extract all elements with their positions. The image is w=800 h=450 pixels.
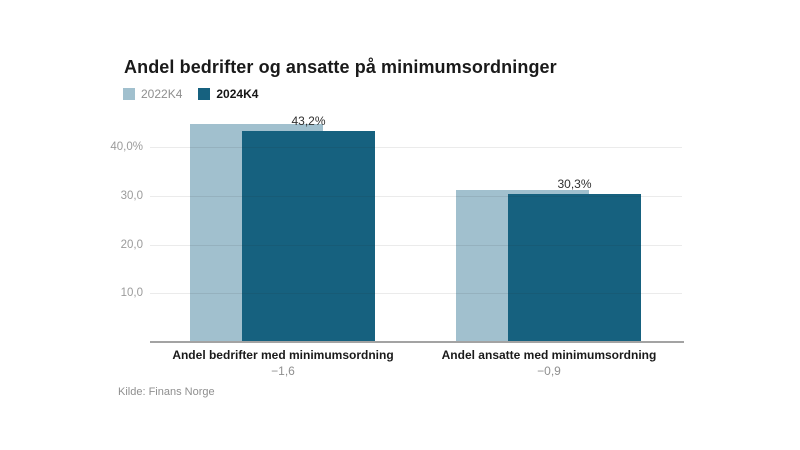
legend-swatch-2022k4	[123, 88, 135, 100]
gridline-40	[150, 147, 682, 148]
category-diff-label: −1,6	[271, 364, 295, 378]
gridline-10	[150, 293, 682, 295]
bar-value-label: 30,3%	[557, 177, 592, 191]
legend-label-2022k4: 2022K4	[141, 87, 183, 101]
legend-item-2022k4: 2022K4	[123, 88, 182, 100]
y-axis-tick-label: 20,0	[120, 238, 143, 251]
legend-item-2024k4: 2024K4	[198, 88, 258, 100]
gridline-20	[150, 244, 682, 246]
legend-swatch-2024k4	[198, 88, 211, 100]
legend-label-2024k4: 2024K4	[216, 87, 259, 101]
y-axis-tick-label: 10,0	[120, 287, 143, 300]
gridline-30	[150, 195, 682, 197]
bar-value-label: 43,2%	[291, 114, 326, 128]
y-axis-tick-label: 30,0	[120, 189, 143, 202]
y-axis-tick-label: 40,0%	[110, 141, 143, 153]
x-axis-line	[150, 341, 684, 343]
category-label: Andel bedrifter med minimumsordning	[172, 348, 394, 362]
bar-2024k4-2[interactable]	[508, 194, 641, 342]
chart-legend: 2022K4 2024K4	[123, 88, 258, 100]
bar-2024k4-1[interactable]	[242, 131, 375, 342]
source-note: Kilde: Finans Norge	[118, 386, 215, 398]
category-diff-label: −0,9	[537, 364, 561, 378]
chart-title: Andel bedrifter og ansatte på minimumsor…	[124, 57, 557, 77]
category-label: Andel ansatte med minimumsordning	[441, 348, 657, 362]
